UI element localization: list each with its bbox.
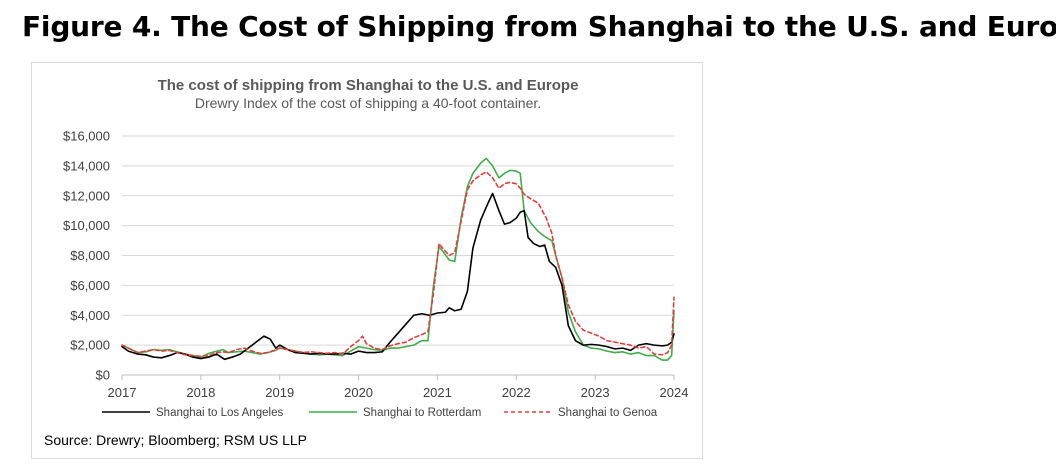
line-chart: $0 $2,000 $4,000 $6,000 $8,000 $10,000 $12,000… bbox=[63, 129, 689, 420]
series-line-shanghai-to-genoa bbox=[121, 171, 675, 358]
series-line-shanghai-to-los-angeles bbox=[121, 192, 675, 361]
series-line-shanghai-to-rotterdam bbox=[121, 157, 675, 361]
x-tick-label: 2021 bbox=[423, 385, 452, 400]
y-tick-label: $10,000 bbox=[63, 218, 110, 233]
y-tick-label: $8,000 bbox=[70, 248, 110, 263]
chart-subtitle: Drewry Index of the cost of shipping a 4… bbox=[194, 95, 542, 111]
x-tick-label: 2022 bbox=[502, 385, 531, 400]
x-tick-label: 2024 bbox=[660, 385, 689, 400]
y-tick-label: $16,000 bbox=[63, 129, 110, 144]
legend-label-shanghai-to-genoa: Shanghai to Genoa bbox=[558, 407, 658, 419]
chart-frame: The cost of shipping from Shanghai to th… bbox=[31, 62, 703, 459]
y-tick-label: $6,000 bbox=[70, 278, 110, 293]
source-note: Source: Drewry; Bloomberg; RSM US LLP bbox=[44, 432, 307, 448]
x-tick-label: 2018 bbox=[186, 385, 215, 400]
legend-label-shanghai-to-los-angeles: Shanghai to Los Angeles bbox=[156, 407, 283, 419]
x-tick-label: 2019 bbox=[265, 385, 294, 400]
y-tick-label: $0 bbox=[96, 368, 110, 383]
legend-label-shanghai-to-rotterdam: Shanghai to Rotterdam bbox=[363, 407, 481, 419]
x-tick-label: 2023 bbox=[581, 385, 610, 400]
figure-heading: Figure 4. The Cost of Shipping from Shan… bbox=[22, 10, 1056, 43]
chart-title: The cost of shipping from Shanghai to th… bbox=[157, 77, 579, 94]
y-tick-label: $14,000 bbox=[63, 158, 110, 173]
y-tick-label: $4,000 bbox=[70, 308, 110, 323]
y-tick-label: $12,000 bbox=[63, 188, 110, 203]
x-tick-label: 2020 bbox=[344, 385, 373, 400]
y-tick-label: $2,000 bbox=[70, 338, 110, 353]
x-tick-label: 2017 bbox=[108, 385, 137, 400]
